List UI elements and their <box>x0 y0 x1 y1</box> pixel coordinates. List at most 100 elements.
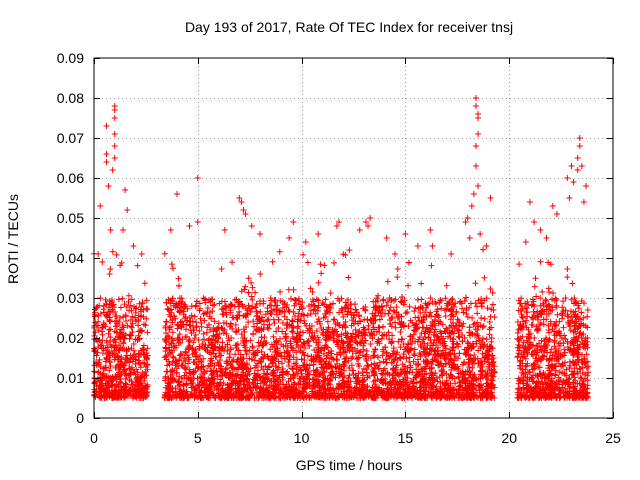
data-point <box>310 361 317 368</box>
data-point <box>378 335 385 342</box>
data-point <box>103 389 110 396</box>
data-point <box>369 320 376 327</box>
data-point <box>477 322 484 329</box>
data-point <box>213 327 220 334</box>
data-point <box>432 388 439 395</box>
data-point <box>208 315 215 322</box>
data-point <box>240 337 247 344</box>
data-point <box>320 314 327 321</box>
data-point <box>97 363 104 370</box>
data-point <box>486 352 493 359</box>
data-point <box>417 303 424 310</box>
data-point <box>420 376 427 383</box>
data-point <box>166 385 173 392</box>
data-point <box>448 329 455 336</box>
data-point <box>183 381 190 388</box>
data-point <box>444 333 451 340</box>
data-point <box>450 319 457 326</box>
data-point <box>187 327 194 334</box>
data-point <box>95 312 102 319</box>
data-point <box>435 361 442 368</box>
data-point <box>313 296 320 303</box>
data-point <box>229 392 236 399</box>
data-point <box>170 265 176 272</box>
data-point <box>393 304 400 311</box>
data-point <box>385 310 392 317</box>
data-point <box>339 339 346 346</box>
data-point <box>449 328 456 335</box>
data-point <box>451 386 458 393</box>
data-point <box>394 266 401 273</box>
data-point <box>429 358 436 365</box>
data-point <box>469 385 476 392</box>
data-point <box>278 352 285 359</box>
data-point <box>430 376 437 383</box>
data-point <box>360 372 367 379</box>
data-point <box>224 347 231 354</box>
data-point <box>210 392 217 399</box>
data-point <box>287 340 294 347</box>
data-point <box>376 384 383 391</box>
data-point <box>110 308 117 315</box>
data-point <box>334 360 341 367</box>
data-point <box>467 394 474 401</box>
data-point <box>431 347 438 354</box>
data-point <box>170 343 177 350</box>
data-point <box>182 366 189 373</box>
data-point <box>578 309 585 316</box>
data-point <box>414 387 421 394</box>
data-point <box>292 388 299 395</box>
data-point <box>182 349 189 356</box>
data-point <box>255 391 262 398</box>
data-point <box>344 394 351 401</box>
data-point <box>274 350 281 357</box>
data-point <box>200 363 207 370</box>
data-point <box>111 392 118 399</box>
data-point <box>483 336 490 343</box>
data-point <box>440 363 447 370</box>
data-point <box>379 371 386 378</box>
data-point <box>106 316 113 323</box>
data-point <box>469 375 476 382</box>
data-point <box>215 324 222 331</box>
data-point <box>309 289 316 296</box>
data-point <box>288 328 295 335</box>
data-point <box>424 359 431 366</box>
data-point <box>181 355 188 362</box>
data-point <box>246 380 253 387</box>
data-point <box>386 352 393 359</box>
data-point <box>564 311 571 318</box>
data-point <box>563 372 570 379</box>
data-point <box>478 394 485 401</box>
data-point <box>371 313 378 320</box>
data-point <box>172 315 179 322</box>
data-point <box>372 346 379 353</box>
data-point <box>120 383 127 390</box>
data-point <box>203 310 210 317</box>
data-point <box>211 362 218 369</box>
data-point <box>420 344 427 351</box>
data-point <box>302 366 309 373</box>
data-point <box>355 355 362 362</box>
data-point <box>428 394 435 401</box>
data-point <box>193 298 200 305</box>
data-point <box>259 342 266 349</box>
data-point <box>412 304 419 311</box>
data-point <box>327 362 334 369</box>
data-point <box>270 333 277 340</box>
data-point <box>113 251 120 258</box>
data-point <box>415 370 422 377</box>
data-point <box>100 320 107 327</box>
data-point <box>199 340 206 347</box>
data-point <box>442 313 449 320</box>
data-point <box>346 383 353 390</box>
data-point <box>233 328 240 335</box>
data-point <box>403 379 410 386</box>
data-point <box>480 323 487 330</box>
data-point <box>390 365 397 372</box>
data-point <box>262 394 269 401</box>
data-point <box>222 302 229 309</box>
data-point <box>164 332 171 339</box>
data-point <box>243 351 250 358</box>
